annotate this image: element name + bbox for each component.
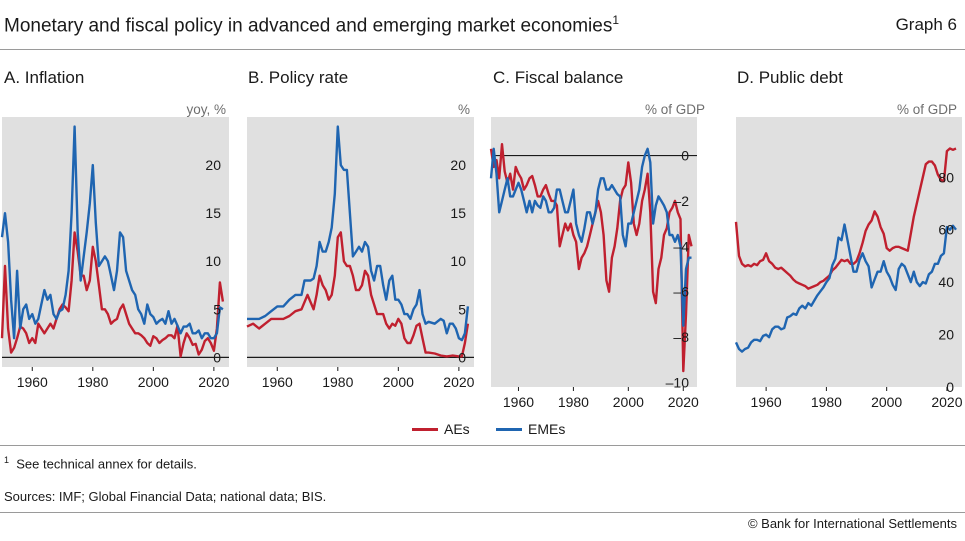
panel-c-plot-area [491, 117, 697, 387]
panel-c-xtick-label: 2000 [613, 394, 644, 410]
panel-c-xtick-label: 1960 [503, 394, 534, 410]
legend-swatch-emes [496, 427, 522, 431]
panel-c-ytick-label: –8 [673, 329, 689, 345]
panel-d-ytick-label: 80 [938, 169, 954, 185]
credit-line: © Bank for International Settlements [747, 516, 957, 531]
panel-c-title: C. Fiscal balance [493, 68, 624, 87]
panel-a-ytick-label: 15 [205, 205, 221, 221]
panel-a-title: A. Inflation [4, 68, 85, 87]
panel-d: 0 20 40 60 80 1960 1980 2000 2020 [734, 117, 963, 410]
panel-b: 0 5 10 15 20 1960 1980 2000 2020 [246, 117, 475, 390]
panel-c: 0 –2 –4 –6 –8 –10 1960 1980 2000 2020 [489, 117, 699, 410]
panel-a: 0 5 10 15 20 1960 1980 2000 2020 [0, 117, 230, 390]
panel-c-xtick-label: 1980 [558, 394, 589, 410]
panel-a-series-emes [0, 125, 224, 340]
panel-b-plot-area [247, 117, 474, 367]
panel-b-xtick-label: 2000 [383, 374, 414, 390]
panel-c-series-aes [489, 142, 693, 373]
panel-c-ytick-label: –2 [673, 193, 689, 209]
panel-d-unit: % of GDP [896, 102, 957, 117]
panel-b-ytick-label: 0 [458, 349, 466, 365]
panel-c-ytick-label: –4 [673, 238, 689, 254]
footnote: 1 See technical annex for details. [4, 455, 197, 472]
panel-d-xtick-label: 1980 [811, 394, 842, 410]
panel-b-series-aes [246, 231, 470, 358]
panel-c-xtick-label: 2020 [668, 394, 699, 410]
panel-c-ytick-label: 0 [681, 148, 689, 164]
panel-d-xtick-label: 2000 [871, 394, 902, 410]
chart-title: Monetary and fiscal policy in advanced a… [4, 13, 620, 37]
panel-d-xtick-label: 2020 [931, 394, 962, 410]
graph-label: Graph 6 [895, 15, 957, 34]
panel-c-ytick-label: –6 [673, 284, 689, 300]
top-divider [0, 49, 965, 50]
panel-a-ytick-label: 0 [213, 349, 221, 365]
legend-swatch-aes [412, 427, 438, 431]
panel-b-xtick-label: 1960 [262, 374, 293, 390]
panel-d-xtick-label: 1960 [751, 394, 782, 410]
panel-d-ytick-label: 20 [938, 327, 954, 343]
legend-label-aes: AEs [444, 421, 470, 437]
panel-c-ytick-label: –10 [666, 374, 690, 390]
panel-a-ytick-label: 5 [213, 301, 221, 317]
panel-d-series-emes [734, 223, 957, 353]
panel-a-xtick-label: 1960 [17, 374, 48, 390]
panel-b-unit: % [457, 102, 470, 117]
panel-c-unit: % of GDP [644, 102, 705, 117]
legend-label-emes: EMEs [528, 421, 566, 437]
panel-a-plot-area [2, 117, 229, 367]
panel-d-ytick-label: 0 [946, 379, 954, 395]
panel-b-ytick-label: 10 [450, 253, 466, 269]
panel-b-ytick-label: 20 [450, 157, 466, 173]
mid-divider [0, 445, 965, 446]
panel-a-xtick-label: 1980 [77, 374, 108, 390]
panel-a-unit: yoy, % [186, 102, 226, 117]
panel-a-ytick-label: 10 [205, 253, 221, 269]
panel-b-xtick-label: 1980 [322, 374, 353, 390]
panel-b-xtick-label: 2020 [443, 374, 474, 390]
legend-item-aes: AEs [412, 421, 470, 437]
panel-b-ytick-label: 5 [458, 301, 466, 317]
panel-d-ytick-label: 60 [938, 222, 954, 238]
panel-b-title: B. Policy rate [248, 68, 349, 87]
sources-line: Sources: IMF; Global Financial Data; nat… [4, 489, 327, 504]
bottom-divider [0, 512, 965, 513]
panel-b-series-emes [247, 125, 470, 342]
panel-a-ytick-label: 20 [205, 157, 221, 173]
panel-d-ytick-label: 40 [938, 274, 954, 290]
panel-a-series-aes [0, 231, 225, 358]
panel-a-xtick-label: 2000 [138, 374, 169, 390]
panel-d-title: D. Public debt [737, 68, 843, 87]
panel-b-ytick-label: 15 [450, 205, 466, 221]
panel-a-xtick-label: 2020 [198, 374, 229, 390]
legend-item-emes: EMEs [496, 421, 565, 437]
panel-d-series-aes [734, 147, 957, 290]
panel-c-series-emes [489, 147, 692, 327]
